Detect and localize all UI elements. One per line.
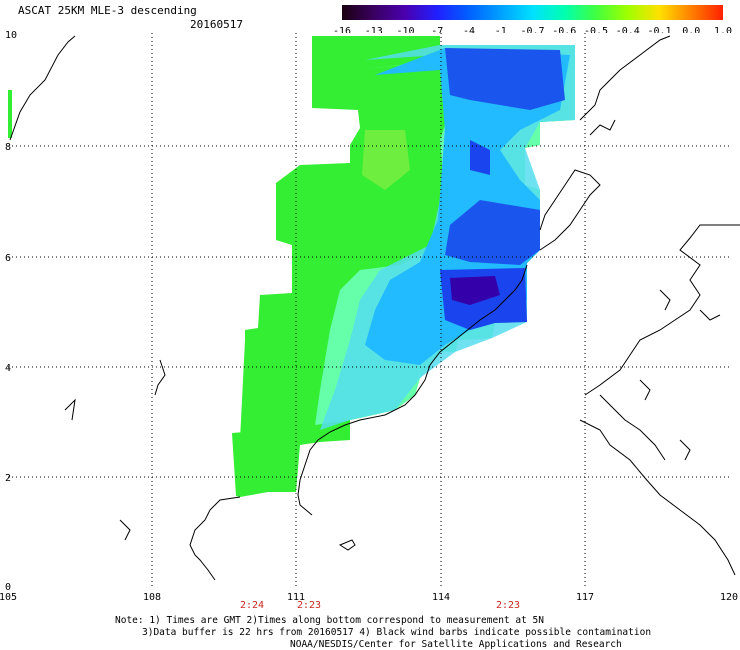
- ascat-swath: [8, 36, 575, 497]
- colorbar-label: -10: [396, 26, 415, 37]
- time-label: 2:23: [296, 600, 322, 611]
- x-tick: 108: [143, 592, 161, 603]
- colorbar-label: -0.7: [520, 26, 545, 37]
- colorbar-label: -4: [462, 26, 476, 37]
- time-label: 2:23: [495, 600, 521, 611]
- time-label: 2:24: [239, 600, 265, 611]
- y-axis-ticks: 0 2 4 6 8 10: [5, 30, 17, 593]
- x-tick: 105: [0, 592, 17, 603]
- colorbar-label: -1: [494, 26, 507, 37]
- x-tick: 114: [432, 592, 450, 603]
- coastlines: [9, 35, 740, 581]
- x-tick: 120: [720, 592, 738, 603]
- x-axis-ticks: 105 108 111 114 117 120: [0, 592, 738, 603]
- note-line-1: Note: 1) Times are GMT 2)Times along bot…: [115, 615, 544, 626]
- colorbar-label: -16: [332, 26, 352, 37]
- y-tick: 8: [5, 142, 11, 153]
- grid: [8, 33, 731, 588]
- colorbar-label: 0.0: [682, 26, 701, 37]
- colorbar-label: -0.1: [647, 26, 672, 37]
- map-date: 20160517: [190, 18, 243, 31]
- x-tick: 111: [287, 592, 305, 603]
- colorbar-label: -13: [364, 26, 383, 37]
- y-tick: 10: [5, 30, 17, 41]
- y-tick: 2: [5, 473, 11, 484]
- y-tick: 0: [5, 582, 11, 593]
- colorbar-label: -0.6: [552, 26, 577, 37]
- colorbar-gradient: [342, 5, 723, 20]
- y-tick: 6: [5, 253, 11, 264]
- colorbar-label: -0.4: [615, 26, 640, 37]
- note-line-3: NOAA/NESDIS/Center for Satellite Applica…: [290, 639, 622, 650]
- y-tick: 4: [5, 363, 11, 374]
- colorbar-label: 1.0: [713, 26, 733, 37]
- colorbar-label: -0.5: [583, 26, 609, 37]
- colorbar-labels: -16 -13 -10 -7 -4 -1 -0.7 -0.6 -0.5 -0.4 -0.1 0.0 1.…: [333, 26, 737, 38]
- colorbar-label: -7: [431, 26, 444, 37]
- map-title: ASCAT 25KM MLE-3 descending: [18, 4, 197, 17]
- note-line-2: 3)Data buffer is 22 hrs from 20160517 4)…: [142, 627, 652, 638]
- colorbar: [342, 5, 723, 20]
- x-tick: 117: [576, 592, 594, 603]
